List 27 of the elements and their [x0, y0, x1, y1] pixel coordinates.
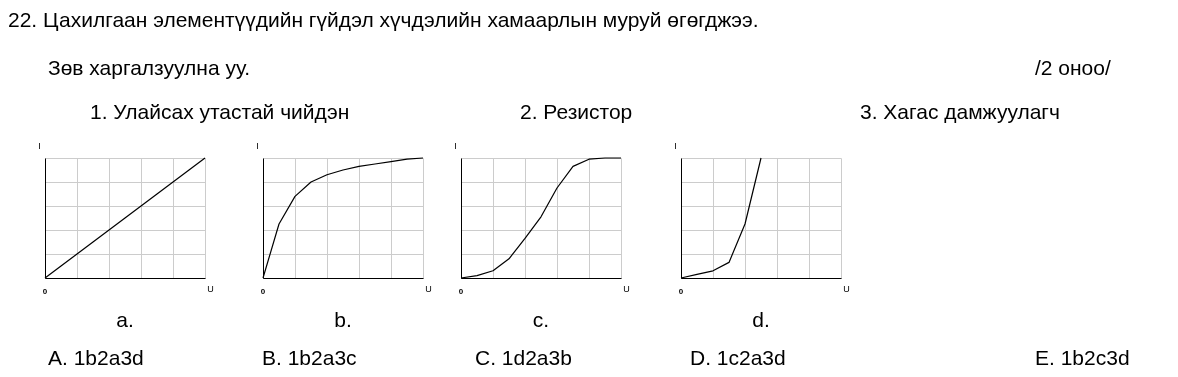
text: 0: [458, 287, 464, 296]
text: d.: [752, 308, 770, 331]
text: 1. Улайсах утастай чийдэн: [90, 100, 350, 124]
text: 3. Хагас дамжуулагч: [860, 100, 1060, 124]
text: 2. Резистор: [520, 100, 633, 124]
x-axis-title: U: [623, 283, 630, 294]
text: E. 1b2c3d: [1035, 346, 1130, 370]
text: a.: [116, 308, 134, 331]
y-axis-title: I: [256, 140, 259, 151]
text: 0: [678, 287, 684, 296]
y-axis-title: I: [38, 140, 41, 151]
y-axis-title: I: [454, 140, 457, 151]
text: b.: [334, 308, 352, 331]
text: 22. Цахилгаан элементүүдийн гүйдэл хүчдэлийн хамаарлын муруй өгөгджээ.: [8, 8, 759, 32]
text: B. 1b2a3c: [262, 346, 357, 370]
text: c.: [532, 308, 550, 331]
x-axis-title: U: [425, 283, 432, 294]
x-axis-title: U: [843, 283, 850, 294]
text: /2 оноо/: [1035, 56, 1111, 80]
text: 0: [260, 287, 266, 296]
text: Зөв харгалзуулна уу.: [48, 56, 251, 80]
x-axis-title: U: [207, 283, 214, 294]
text: A. 1b2a3d: [48, 346, 144, 370]
text: C. 1d2a3b: [475, 346, 572, 370]
text: D. 1c2a3d: [690, 346, 786, 370]
text: 0: [42, 287, 48, 296]
y-axis-title: I: [674, 140, 677, 151]
